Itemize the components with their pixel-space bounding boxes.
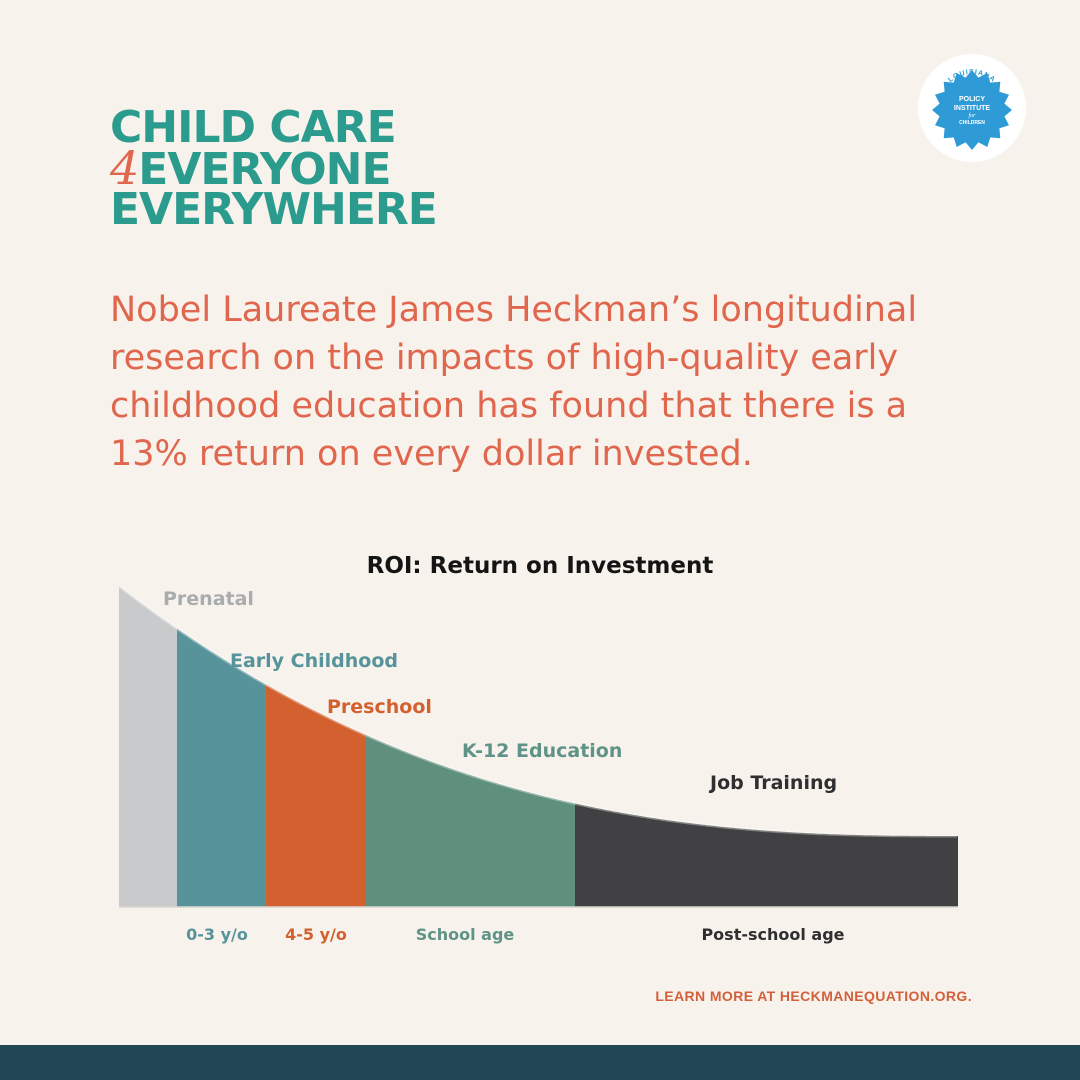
chart-title: ROI: Return on Investment [366,553,714,579]
age-label-0-3-y-o: 0-3 y/o [186,925,248,944]
area-segment-early-childhood [177,628,266,907]
logo-starburst-shape [932,70,1012,150]
area-segment-job-training [575,803,958,907]
brand-four: 4 [110,141,139,195]
footer-bar [0,1045,1080,1080]
learn-more-link[interactable]: LEARN MORE AT HECKMANEQUATION.ORG. [655,988,972,1004]
segment-label-preschool: Preschool [327,696,432,718]
age-label-post-school-age: Post-school age [701,925,844,944]
age-label-school-age: School age [416,925,515,944]
headline-text: Nobel Laureate James Heckman’s longitudi… [110,290,918,474]
curve-highlight [118,584,957,838]
segment-label-k-12-education: K-12 Education [462,740,622,762]
area-segment-preschool [266,684,366,907]
segment-label-early-childhood: Early Childhood [230,650,398,672]
brand-line-3: EVERYWHERE [110,184,438,235]
logo-line-2: INSTITUTE [954,105,990,112]
segment-label-job-training: Job Training [708,772,837,794]
logo-seal-icon: LOUISIANA POLICY INSTITUTE for CHILDREN [932,69,1012,150]
logo-bottom-text: CHILDREN [959,120,985,126]
roi-area-chart: Prenatal Early Childhood 0-3 y/o Preschool 4… [118,584,958,944]
age-label-4-5-y-o: 4-5 y/o [285,925,347,944]
logo-line-1: POLICY [959,96,985,103]
area-segment-k-12-education [366,735,575,907]
louisiana-policy-institute-logo: LOUISIANA POLICY INSTITUTE for CHILDREN [918,54,1026,162]
brand-line-1: CHILD CARE [110,102,397,153]
area-segment-prenatal [119,586,177,907]
logo-line-3: for [968,112,976,119]
brand-line-2: 4EVERYONE [110,145,437,192]
brand-everyone: EVERYONE [138,144,391,195]
brand-title: CHILD CARE 4EVERYONE EVERYWHERE [110,102,438,235]
segment-label-prenatal: Prenatal [163,588,254,610]
